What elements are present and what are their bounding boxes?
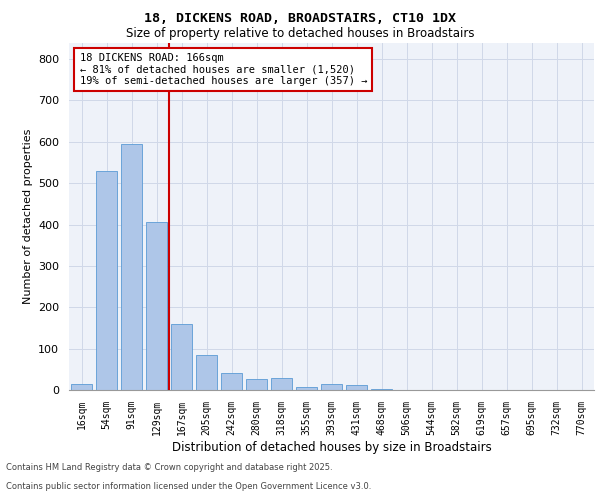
Text: Contains HM Land Registry data © Crown copyright and database right 2025.: Contains HM Land Registry data © Crown c… xyxy=(6,464,332,472)
Bar xyxy=(121,144,142,390)
Text: Size of property relative to detached houses in Broadstairs: Size of property relative to detached ho… xyxy=(126,28,474,40)
Bar xyxy=(296,386,317,390)
Bar xyxy=(96,170,117,390)
Text: Contains public sector information licensed under the Open Government Licence v3: Contains public sector information licen… xyxy=(6,482,371,491)
Text: 18 DICKENS ROAD: 166sqm
← 81% of detached houses are smaller (1,520)
19% of semi: 18 DICKENS ROAD: 166sqm ← 81% of detache… xyxy=(79,53,367,86)
X-axis label: Distribution of detached houses by size in Broadstairs: Distribution of detached houses by size … xyxy=(172,440,491,454)
Bar xyxy=(271,378,292,390)
Text: 18, DICKENS ROAD, BROADSTAIRS, CT10 1DX: 18, DICKENS ROAD, BROADSTAIRS, CT10 1DX xyxy=(144,12,456,26)
Bar xyxy=(321,384,342,390)
Bar xyxy=(146,222,167,390)
Bar xyxy=(246,379,267,390)
Bar xyxy=(196,355,217,390)
Bar xyxy=(371,389,392,390)
Bar xyxy=(171,324,192,390)
Y-axis label: Number of detached properties: Number of detached properties xyxy=(23,128,32,304)
Bar xyxy=(71,384,92,390)
Bar xyxy=(346,384,367,390)
Bar xyxy=(221,372,242,390)
